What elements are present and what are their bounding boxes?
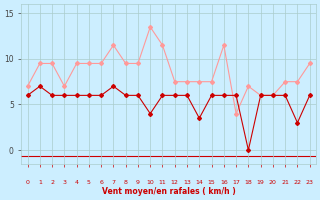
X-axis label: Vent moyen/en rafales ( km/h ): Vent moyen/en rafales ( km/h ) [102, 187, 236, 196]
